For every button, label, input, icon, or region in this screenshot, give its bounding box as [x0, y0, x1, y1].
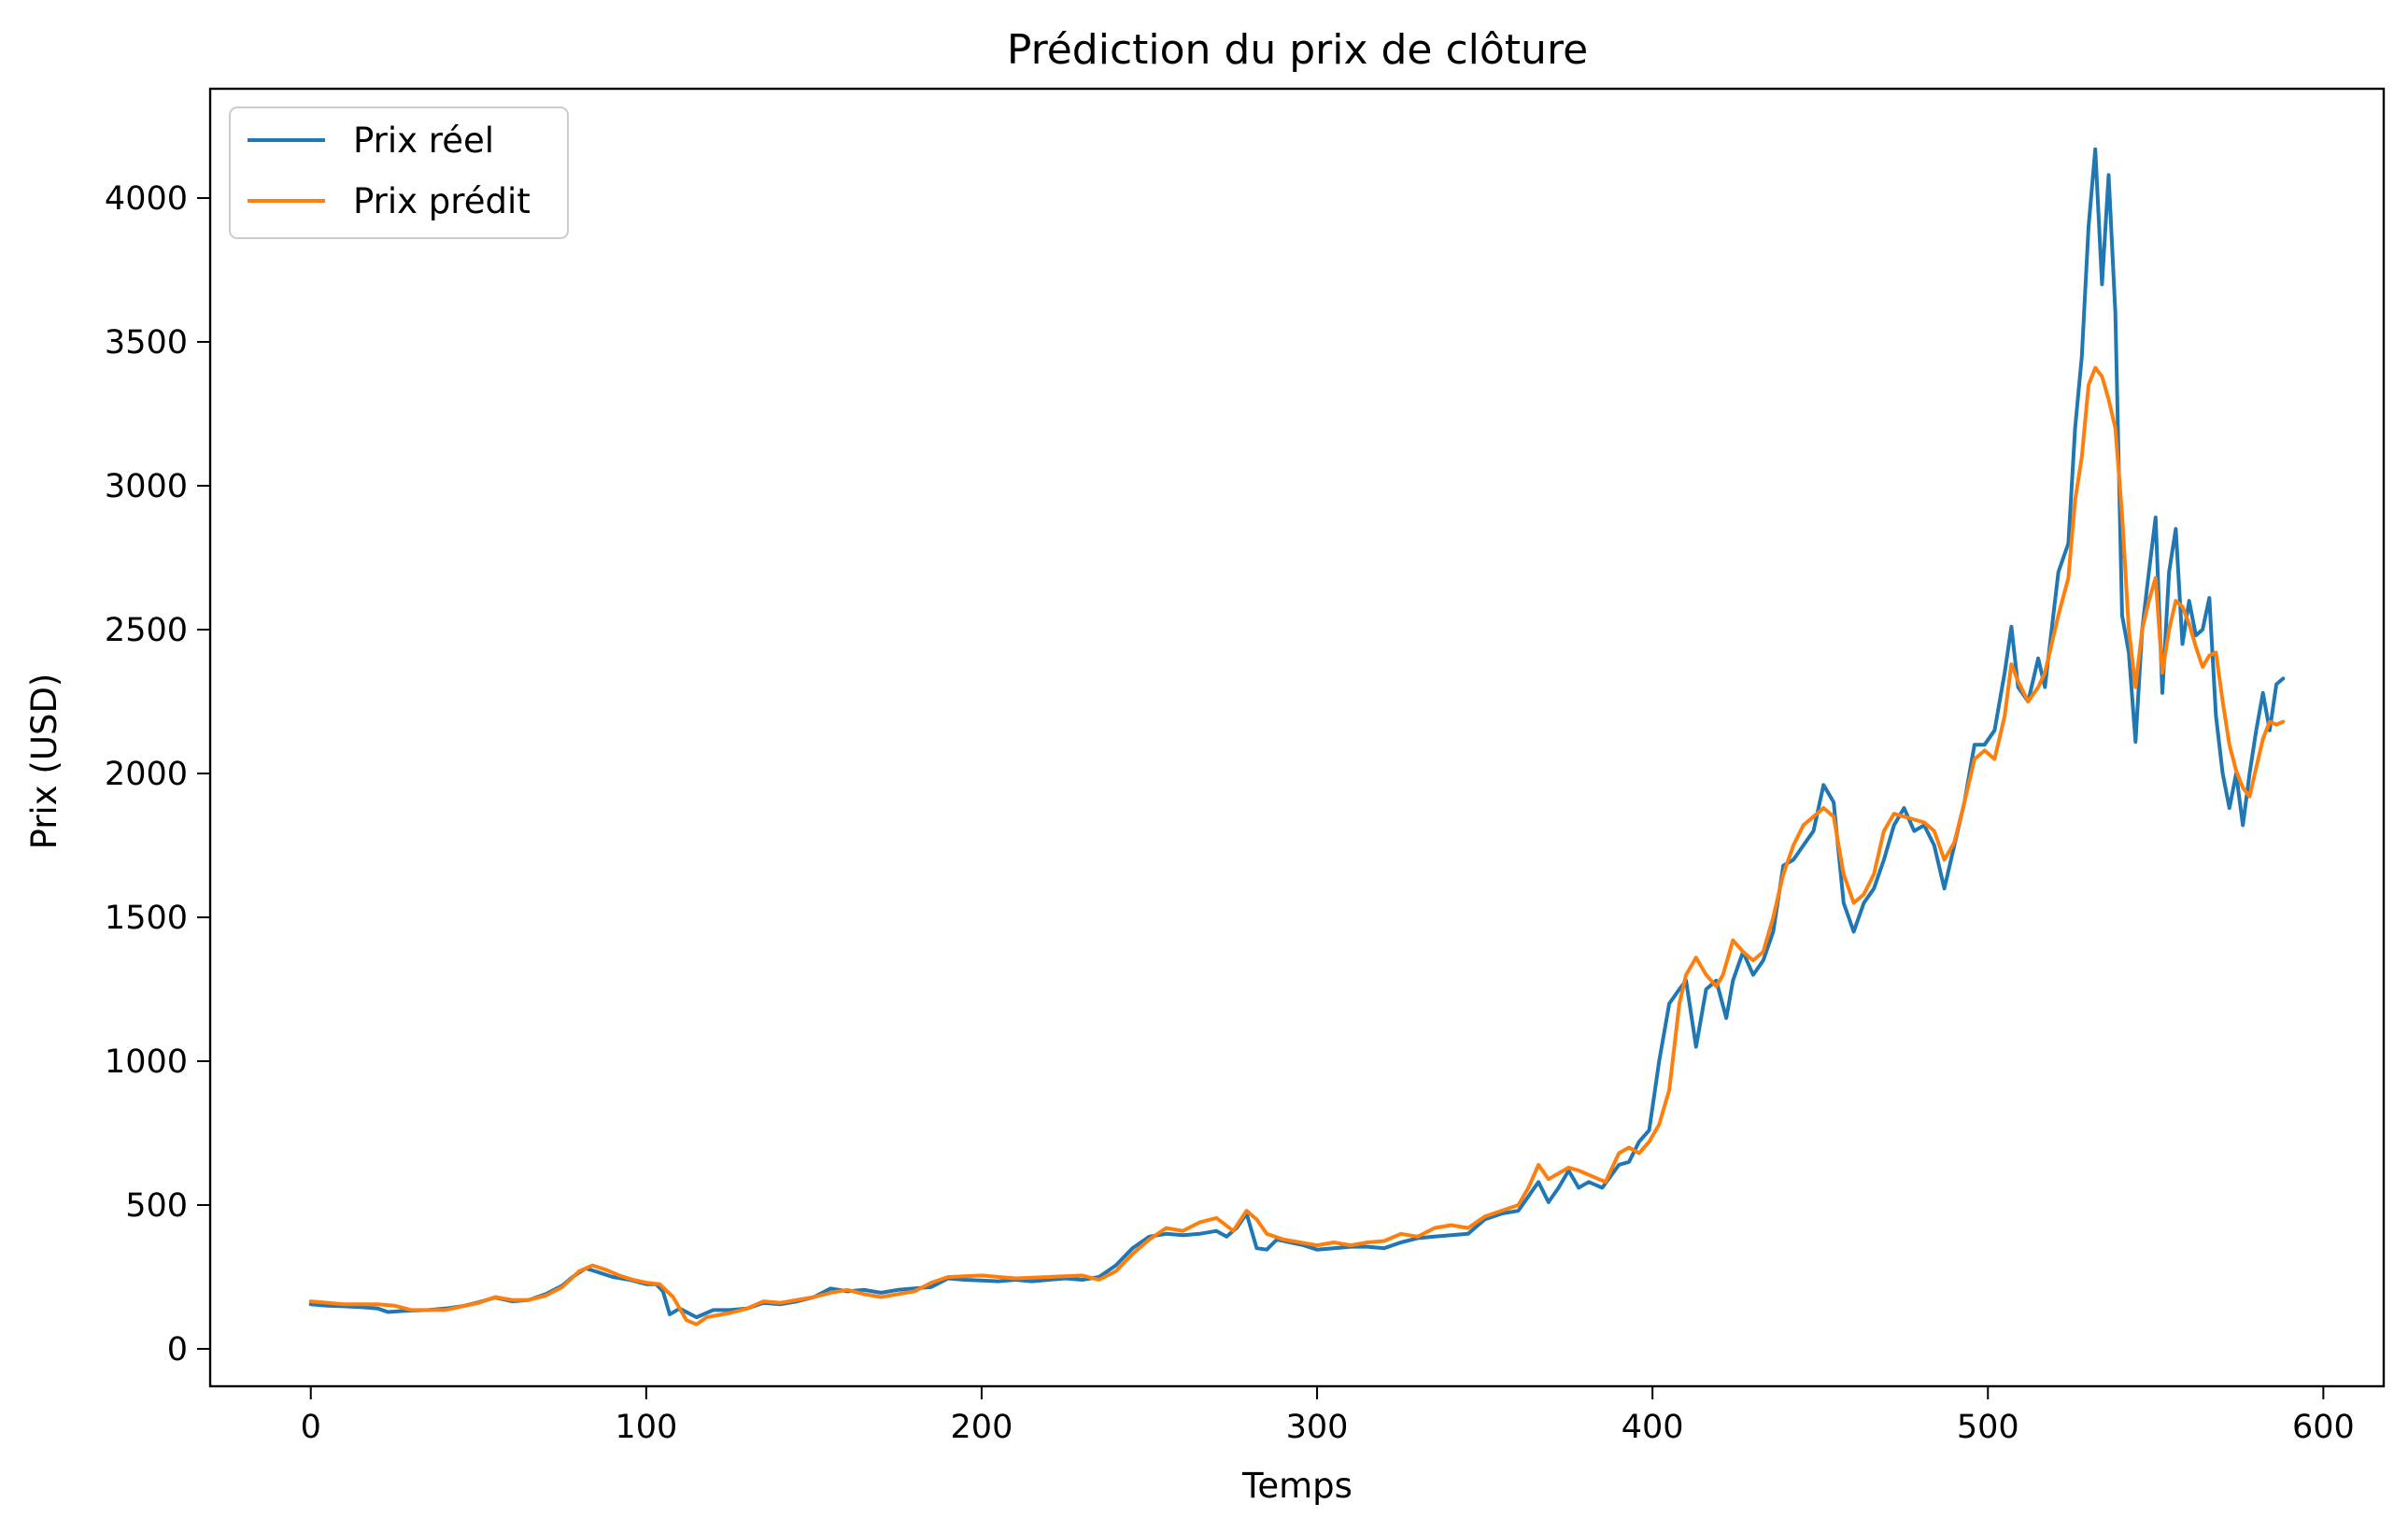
plot-area — [208, 87, 2386, 1388]
series-layer — [308, 147, 2286, 1326]
y-tick-label: 1500 — [105, 900, 188, 937]
series-line-prix-reel — [308, 147, 2286, 1320]
x-tick-label: 500 — [1957, 1409, 2019, 1446]
legend-label-prix-predit: Prix prédit — [353, 181, 531, 221]
y-axis-ticks: 0 500 1000 1500 2000 2500 3000 3500 4000 — [105, 180, 210, 1369]
legend-label-prix-reel: Prix réel — [353, 121, 494, 161]
x-tick-label: 100 — [615, 1409, 677, 1446]
y-tick-label: 3500 — [105, 324, 188, 362]
y-tick-label: 1000 — [105, 1043, 188, 1081]
y-tick-label: 2000 — [105, 756, 188, 793]
x-axis-label: Temps — [1241, 1466, 1353, 1506]
y-tick-label: 2500 — [105, 612, 188, 649]
y-tick-label: 0 — [167, 1331, 188, 1369]
axes-frame — [208, 87, 2386, 1388]
x-tick-label: 400 — [1622, 1409, 1684, 1446]
y-tick-label: 4000 — [105, 180, 188, 218]
x-tick-label: 0 — [301, 1409, 321, 1446]
x-axis-ticks: 0 100 200 300 400 500 600 — [301, 1386, 2355, 1446]
x-tick-label: 600 — [2292, 1409, 2355, 1446]
x-tick-label: 200 — [951, 1409, 1013, 1446]
series-line-prix-predit — [308, 365, 2286, 1326]
legend: Prix réel Prix prédit — [229, 106, 569, 239]
chart-title: Prédiction du prix de clôture — [1007, 26, 1588, 74]
y-axis-label: Prix (USD) — [24, 674, 64, 850]
y-tick-label: 500 — [125, 1187, 188, 1225]
x-tick-label: 300 — [1286, 1409, 1349, 1446]
y-tick-label: 3000 — [105, 468, 188, 505]
